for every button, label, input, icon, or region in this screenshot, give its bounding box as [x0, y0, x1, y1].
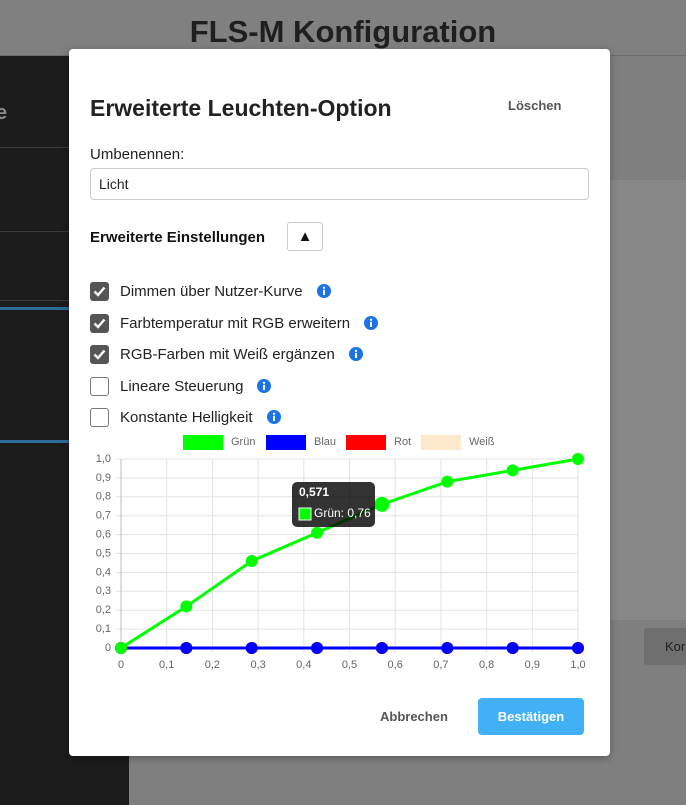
x-tick-label: 0,9: [525, 659, 540, 671]
tooltip: [292, 482, 375, 527]
option-label: Dimmen über Nutzer-Kurve: [120, 282, 303, 300]
confirm-button[interactable]: Bestätigen: [478, 698, 584, 735]
checkmark: [93, 286, 106, 297]
sidebar-text: e: [0, 102, 8, 124]
sidebar-accent: [0, 307, 129, 310]
tooltip-swatch: [298, 507, 312, 521]
x-tick-label: 0,8: [479, 659, 494, 671]
section-heading: Erweiterte Einstellungen: [90, 229, 266, 246]
data-point: [506, 464, 519, 477]
x-tick-label: 0: [118, 659, 124, 671]
rename-label: Umbenennen:: [90, 146, 185, 163]
sidebar-divider: [0, 147, 129, 148]
data-point: [441, 642, 454, 654]
x-tick-label: 0,4: [296, 659, 311, 671]
data-point: [115, 642, 127, 654]
option-label: Lineare Steuerung: [120, 377, 244, 395]
data-point: [375, 642, 388, 654]
y-tick-label: 0,6: [96, 529, 111, 541]
x-tick-label: 0,6: [388, 659, 403, 671]
option-label: Konstante Helligkeit: [120, 408, 253, 426]
legend-label: Grün: [231, 436, 255, 448]
option-label: RGB-Farben mit Weiß ergänzen: [120, 345, 335, 363]
option-row: Konstante Helligkeit: [90, 407, 281, 427]
legend-swatch: [266, 435, 306, 450]
data-point: [180, 600, 193, 613]
app-title: FLS-M Konfiguration: [189, 14, 497, 49]
sidebar-divider: [0, 300, 129, 301]
delete-button[interactable]: Löschen: [508, 98, 562, 113]
y-tick-label: 0,8: [96, 491, 111, 503]
option-row: RGB-Farben mit Weiß ergänzen: [90, 344, 363, 364]
tooltip-label: Grün: 0,76: [314, 506, 371, 520]
data-point: [180, 642, 193, 654]
dialog-title: Erweiterte Leuchten-Option: [90, 95, 392, 121]
data-point: [441, 475, 454, 488]
cancel-button[interactable]: Abbrechen: [380, 709, 448, 724]
checkbox[interactable]: [90, 281, 109, 301]
y-tick-label: 0,5: [96, 547, 111, 559]
legend-swatch: [421, 435, 461, 450]
legend-swatch: [346, 435, 386, 450]
y-tick-label: 0,3: [96, 585, 111, 597]
toggle-button[interactable]: ▲: [287, 222, 323, 251]
y-tick-label: 0,4: [96, 566, 111, 578]
rename-input[interactable]: Licht: [90, 168, 589, 200]
option-row: Farbtemperatur mit RGB erweitern: [90, 313, 379, 333]
info-icon[interactable]: [257, 379, 272, 393]
data-point: [506, 642, 519, 654]
data-point: [245, 642, 258, 654]
sidebar-divider: [0, 231, 129, 232]
info-icon[interactable]: [348, 347, 363, 361]
x-tick-label: 0,7: [433, 659, 448, 671]
background-button: Kor: [644, 628, 686, 665]
x-tick-label: 0,3: [250, 659, 265, 671]
x-tick-label: 0,5: [342, 659, 357, 671]
data-point: [311, 642, 324, 654]
data-point: [572, 453, 584, 465]
data-point: [374, 496, 390, 512]
info-icon[interactable]: [266, 410, 281, 424]
checkbox[interactable]: [90, 376, 109, 396]
y-tick-label: 0,7: [96, 510, 111, 522]
checkmark: [93, 349, 106, 360]
data-point: [311, 526, 324, 539]
checkmark: [93, 318, 106, 329]
legend-swatch: [183, 435, 223, 450]
info-icon[interactable]: [316, 284, 331, 298]
checkbox[interactable]: [90, 344, 109, 364]
sidebar-accent: [0, 440, 129, 443]
data-point: [572, 642, 584, 654]
y-tick-label: 0: [105, 642, 111, 654]
dialog: Erweiterte Leuchten-Option Löschen Umben…: [69, 49, 610, 756]
option-row: Dimmen über Nutzer-Kurve: [90, 281, 331, 301]
tooltip-title: 0,571: [299, 485, 329, 499]
y-tick-label: 0,2: [96, 604, 111, 616]
x-tick-label: 0,2: [205, 659, 220, 671]
y-tick-label: 0,9: [96, 472, 111, 484]
checkbox[interactable]: [90, 407, 109, 427]
x-tick-label: 0,1: [159, 659, 174, 671]
legend-label: Weiß: [469, 436, 495, 448]
option-row: Lineare Steuerung: [90, 376, 272, 396]
info-icon[interactable]: [364, 316, 379, 330]
legend-label: Rot: [394, 436, 411, 448]
checkbox[interactable]: [90, 313, 109, 333]
legend-label: Blau: [314, 436, 336, 448]
option-label: Farbtemperatur mit RGB erweitern: [120, 314, 351, 332]
data-point: [245, 555, 258, 568]
y-tick-label: 0,1: [96, 623, 111, 635]
x-tick-label: 1,0: [570, 659, 585, 671]
y-tick-label: 1,0: [96, 453, 111, 465]
